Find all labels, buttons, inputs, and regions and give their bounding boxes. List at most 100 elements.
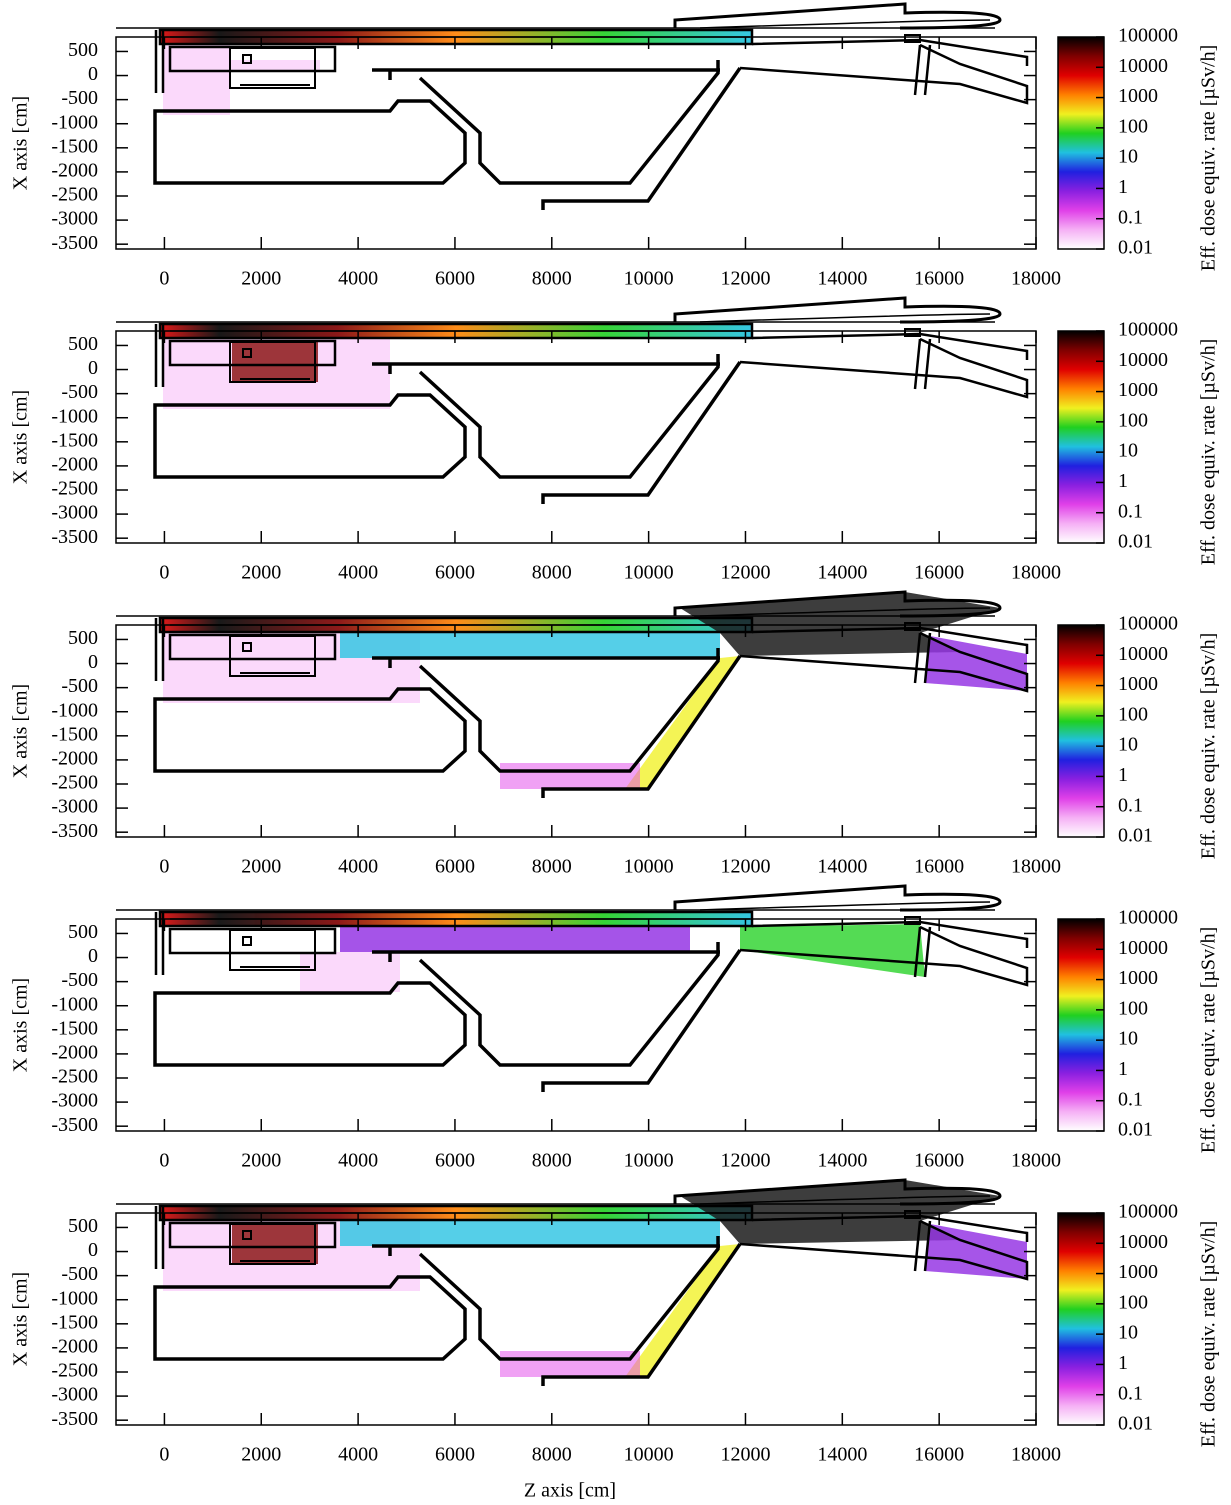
- x-tick-label: 2000: [241, 268, 281, 290]
- y-tick-label: -500: [61, 969, 98, 991]
- colorbar-tick-label: 100000: [1118, 1201, 1178, 1223]
- y-tick-label: -2000: [51, 1042, 98, 1064]
- dose-region: [925, 636, 1027, 691]
- x-tick-label: 4000: [338, 562, 378, 584]
- y-tick-label: -1000: [51, 1287, 98, 1309]
- colorbar-tick-label: 1: [1118, 764, 1128, 786]
- y-tick-label: 0: [88, 357, 98, 379]
- colorbar-tick-label: 100000: [1118, 319, 1178, 341]
- y-tick-label: 0: [88, 945, 98, 967]
- colorbar-tick-label: 100: [1118, 409, 1148, 431]
- x-tick-label: 16000: [914, 856, 964, 878]
- dose-region: [625, 1244, 740, 1377]
- colorbar-tick-label: 100000: [1118, 25, 1178, 47]
- dose-region: [300, 952, 400, 992]
- x-tick-label: 8000: [532, 268, 572, 290]
- colorbar-tick-label: 10000: [1118, 937, 1168, 959]
- y-tick-label: -2500: [51, 478, 98, 500]
- dose-region: [340, 633, 720, 658]
- colorbar-tick-label: 100: [1118, 997, 1148, 1019]
- dose-region: [500, 763, 640, 789]
- colorbar-label: Eff. dose equiv. rate [µSv/h]: [1198, 1221, 1220, 1447]
- colorbar-tick-label: 0.1: [1118, 1382, 1143, 1404]
- y-tick-label: -3500: [51, 232, 98, 254]
- colorbar-tick-label: 0.01: [1118, 1119, 1153, 1141]
- dose-region: [230, 60, 320, 70]
- colorbar-tick-label: 10000: [1118, 55, 1168, 77]
- y-axis-label: X axis [cm]: [10, 684, 32, 778]
- colorbar-tick-label: 0.01: [1118, 1413, 1153, 1435]
- x-tick-label: 6000: [435, 1444, 475, 1466]
- colorbar-tick-label: 100: [1118, 703, 1148, 725]
- colorbar: [1057, 330, 1105, 544]
- colorbar: [1057, 624, 1105, 838]
- colorbar-tick-label: 10000: [1118, 349, 1168, 371]
- x-tick-label: 14000: [817, 1150, 867, 1172]
- y-axis-label: X axis [cm]: [10, 96, 32, 190]
- dose-region: [163, 45, 230, 115]
- y-tick-label: 0: [88, 651, 98, 673]
- y-tick-label: -3500: [51, 1408, 98, 1430]
- colorbar-tick-label: 1: [1118, 1058, 1128, 1080]
- x-tick-label: 0: [159, 1150, 169, 1172]
- y-tick-label: -3000: [51, 796, 98, 818]
- x-tick-label: 0: [159, 562, 169, 584]
- y-tick-label: -1000: [51, 699, 98, 721]
- x-tick-label: 8000: [532, 1150, 572, 1172]
- x-tick-label: 14000: [817, 856, 867, 878]
- x-tick-label: 14000: [817, 1444, 867, 1466]
- colorbar-label: Eff. dose equiv. rate [µSv/h]: [1198, 633, 1220, 859]
- colorbar-label: Eff. dose equiv. rate [µSv/h]: [1198, 927, 1220, 1153]
- x-tick-label: 2000: [241, 1444, 281, 1466]
- y-tick-label: -2000: [51, 1336, 98, 1358]
- y-tick-label: -2500: [51, 184, 98, 206]
- colorbar-tick-label: 1: [1118, 176, 1128, 198]
- colorbar-tick-label: 1000: [1118, 967, 1158, 989]
- colorbar-tick-label: 1000: [1118, 673, 1158, 695]
- y-tick-label: -1500: [51, 429, 98, 451]
- colorbar-tick-label: 10: [1118, 146, 1138, 168]
- colorbar-label: Eff. dose equiv. rate [µSv/h]: [1198, 339, 1220, 565]
- colorbar-tick-label: 10000: [1118, 643, 1168, 665]
- x-tick-label: 0: [159, 268, 169, 290]
- y-tick-label: -500: [61, 1263, 98, 1285]
- y-tick-label: -3000: [51, 208, 98, 230]
- plot-frame: [115, 918, 1037, 1132]
- colorbar-tick-label: 100: [1118, 1291, 1148, 1313]
- y-tick-label: -3500: [51, 1114, 98, 1136]
- y-tick-label: -3500: [51, 820, 98, 842]
- x-tick-label: 16000: [914, 562, 964, 584]
- colorbar-tick-label: 10: [1118, 1322, 1138, 1344]
- y-tick-label: -1500: [51, 135, 98, 157]
- x-axis-label: Z axis [cm]: [524, 1480, 616, 1502]
- x-tick-label: 6000: [435, 856, 475, 878]
- x-tick-label: 4000: [338, 1150, 378, 1172]
- x-tick-label: 6000: [435, 1150, 475, 1172]
- colorbar: [1057, 36, 1105, 250]
- y-tick-label: -1500: [51, 723, 98, 745]
- y-tick-label: -500: [61, 381, 98, 403]
- x-tick-label: 6000: [435, 268, 475, 290]
- x-tick-label: 0: [159, 856, 169, 878]
- dose-region: [340, 927, 690, 952]
- x-tick-label: 16000: [914, 1150, 964, 1172]
- y-tick-label: -2500: [51, 1360, 98, 1382]
- colorbar-tick-label: 10000: [1118, 1231, 1168, 1253]
- x-tick-label: 12000: [720, 856, 770, 878]
- dose-field: [160, 592, 1027, 789]
- colorbar-tick-label: 1: [1118, 1352, 1128, 1374]
- y-tick-label: -1500: [51, 1017, 98, 1039]
- x-tick-label: 10000: [624, 268, 674, 290]
- y-axis-label: X axis [cm]: [10, 390, 32, 484]
- x-tick-label: 10000: [624, 856, 674, 878]
- colorbar-tick-label: 100000: [1118, 613, 1178, 635]
- colorbar-tick-label: 1000: [1118, 1261, 1158, 1283]
- x-tick-label: 6000: [435, 562, 475, 584]
- dose-region: [232, 1224, 318, 1264]
- dose-field: [160, 912, 925, 992]
- y-tick-label: -2500: [51, 772, 98, 794]
- x-tick-label: 4000: [338, 268, 378, 290]
- dose-region: [625, 656, 740, 789]
- x-tick-label: 14000: [817, 562, 867, 584]
- colorbar-tick-label: 100000: [1118, 907, 1178, 929]
